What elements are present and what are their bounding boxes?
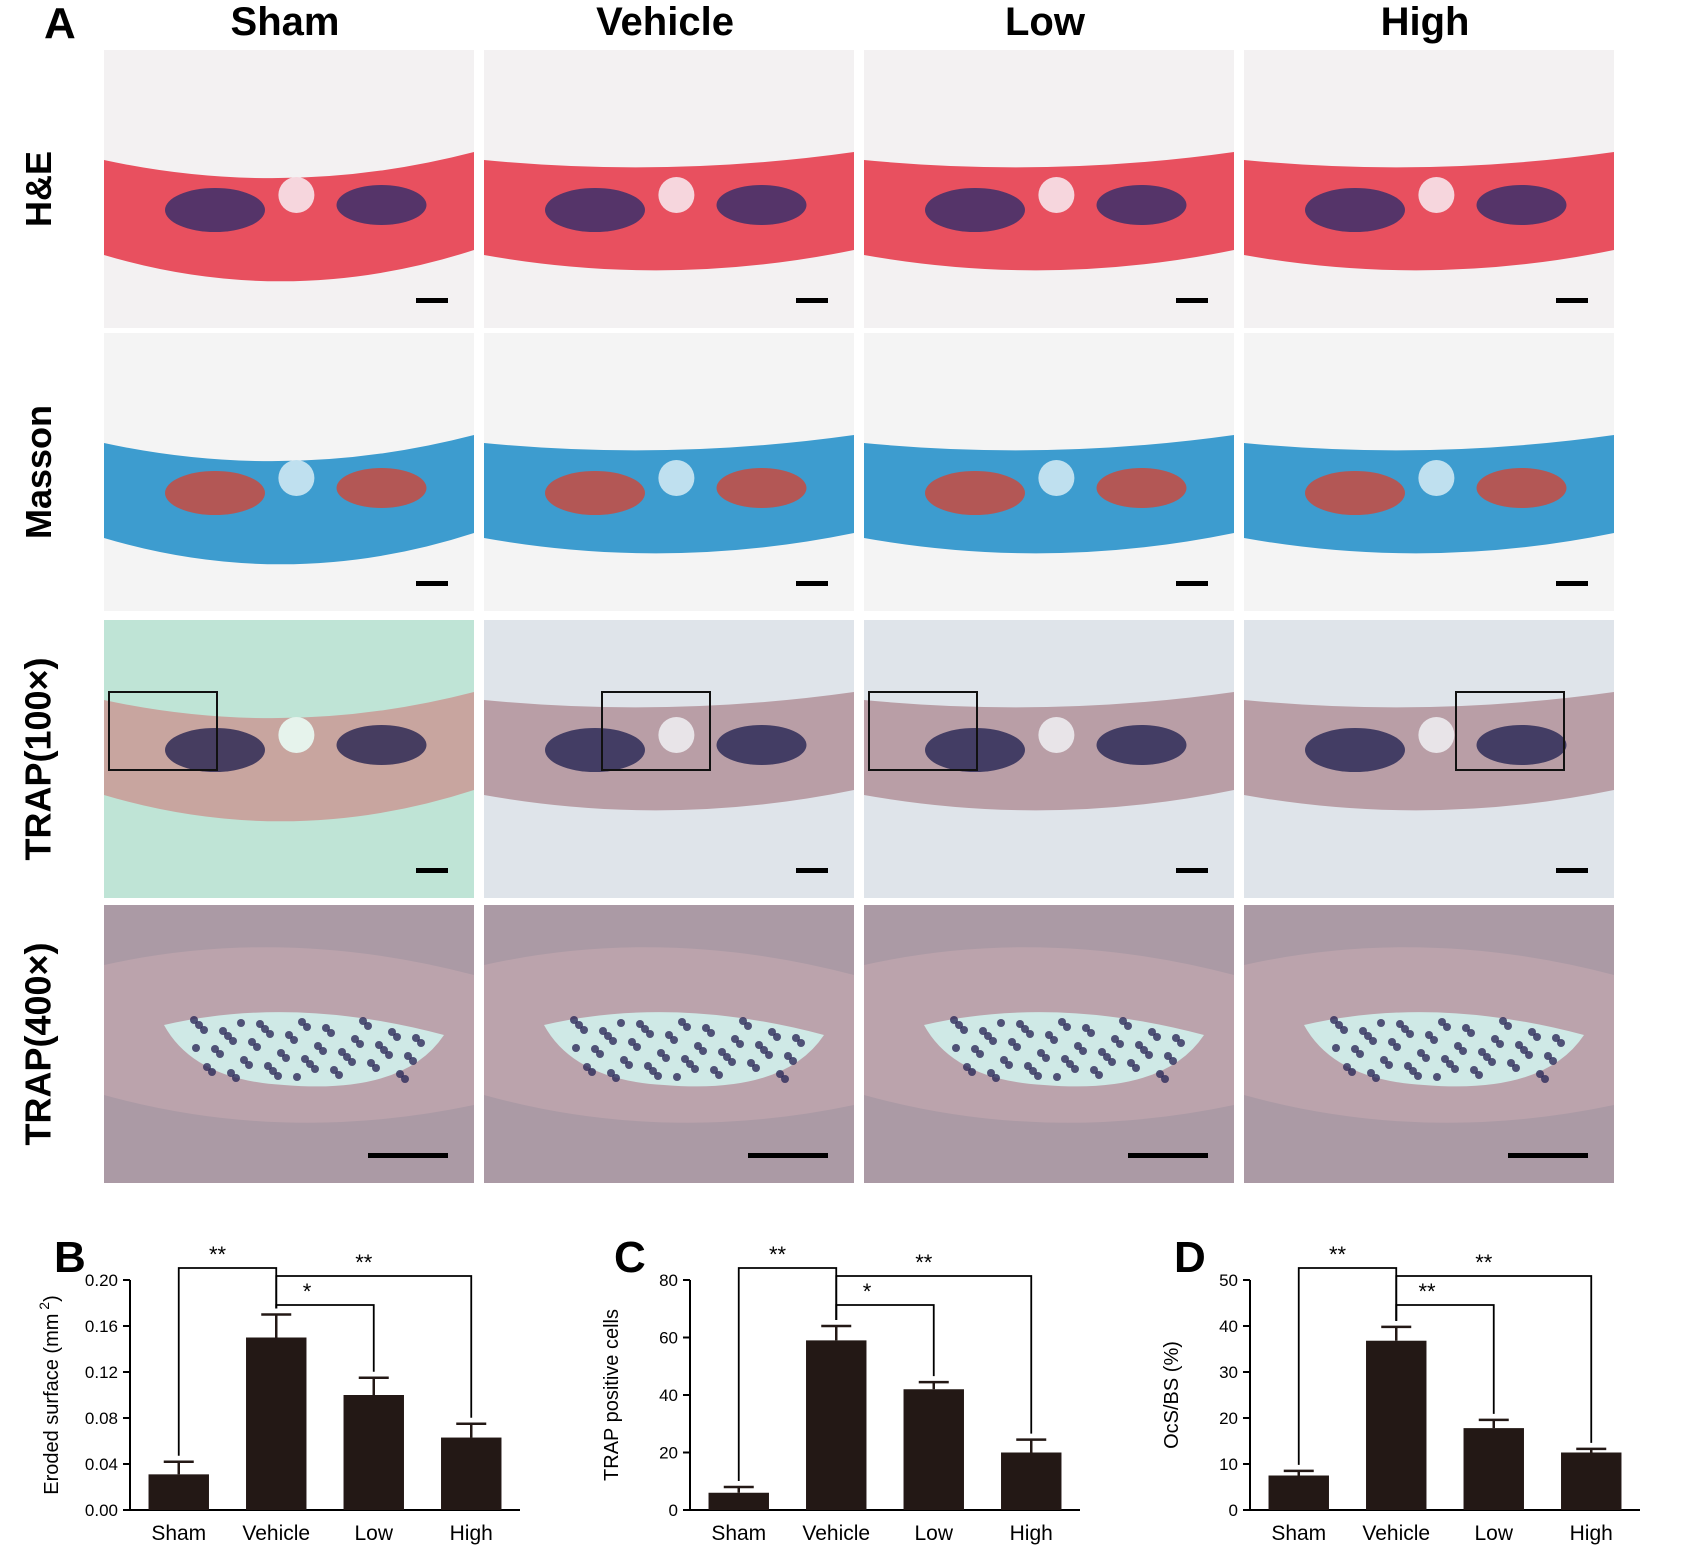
micrograph-he-low	[864, 50, 1234, 328]
significance-bracket: **	[1395, 1250, 1593, 1443]
panel-letter-c: C	[614, 1233, 646, 1282]
micrograph-he-high	[1244, 50, 1614, 328]
row-label-trap-100x: TRAP(100×)	[18, 657, 59, 861]
bar-low	[1463, 1428, 1524, 1510]
row-label-he: H&E	[18, 150, 60, 228]
y-tick-label: 0.00	[85, 1501, 118, 1520]
row-label-masson: Masson	[18, 404, 60, 540]
y-tick-label: 80	[659, 1271, 678, 1290]
bar-low	[903, 1389, 964, 1510]
chart-eroded-surface: B 0.00 0.04 0.08 0.12 0.16 0.20 Eroded surface …	[36, 1233, 520, 1545]
significance-label: **	[1475, 1250, 1493, 1275]
x-tick-label-sham: Sham	[1271, 1522, 1326, 1545]
y-tick-label: 0.20	[85, 1271, 118, 1290]
y-axis-label: TRAP positive cells	[601, 1309, 623, 1481]
micrograph-trap100-vehicle	[484, 620, 854, 898]
bar-low	[343, 1395, 404, 1510]
bar-high	[441, 1437, 502, 1510]
bar-sham	[148, 1474, 209, 1510]
micrograph-trap100-high	[1244, 620, 1614, 898]
y-tick-label: 40	[659, 1386, 678, 1405]
micrograph-masson-sham	[104, 333, 474, 611]
micrograph-trap400-sham	[104, 905, 474, 1183]
x-tick-label-high: High	[1010, 1522, 1053, 1545]
y-tick-label: 50	[1219, 1271, 1238, 1290]
bar-sham	[1268, 1475, 1329, 1510]
x-tick-label-low: Low	[1474, 1522, 1513, 1545]
y-tick-label: 0	[1229, 1501, 1238, 1520]
micrograph-trap100-sham	[104, 620, 474, 898]
row-label-trap-400x: TRAP(400×)	[18, 942, 59, 1146]
y-tick-label: 0.12	[85, 1363, 118, 1382]
micrograph-he-vehicle	[484, 50, 854, 328]
y-tick-label: 60	[659, 1329, 678, 1348]
x-tick-label-vehicle: Vehicle	[1362, 1522, 1430, 1545]
micrograph-masson-low	[864, 333, 1234, 611]
y-tick-label: 20	[1219, 1409, 1238, 1428]
x-tick-label-vehicle: Vehicle	[802, 1522, 870, 1545]
column-title-high: High	[1380, 0, 1470, 44]
significance-label: **	[209, 1242, 227, 1267]
y-tick-label: 0.16	[85, 1317, 118, 1336]
micrograph-trap400-low	[864, 905, 1234, 1183]
significance-bracket: **	[835, 1250, 1033, 1434]
micrograph-trap400-high	[1244, 905, 1614, 1183]
x-tick-label-high: High	[450, 1522, 493, 1545]
panel-letter-a: A	[44, 0, 76, 48]
micrograph-trap400-vehicle	[484, 905, 854, 1183]
significance-label: **	[1329, 1242, 1347, 1267]
x-tick-label-low: Low	[914, 1522, 953, 1545]
micrograph-trap100-low	[864, 620, 1234, 898]
y-tick-label: 0.08	[85, 1409, 118, 1428]
panel-letter-b: B	[54, 1233, 86, 1282]
chart-ocs-bs: D 0 10 20 30 40 50 OcS/BS (%) Sham Vehicle Low High…	[1161, 1233, 1640, 1545]
bar-vehicle	[246, 1337, 307, 1510]
x-tick-label-vehicle: Vehicle	[242, 1522, 310, 1545]
significance-label: **	[915, 1250, 933, 1275]
y-tick-label: 20	[659, 1444, 678, 1463]
y-tick-label: 0	[669, 1501, 678, 1520]
y-axis-label: Eroded surface (mm 2)	[36, 1295, 63, 1495]
panel-letter-d: D	[1174, 1233, 1206, 1282]
column-title-vehicle: Vehicle	[596, 0, 734, 44]
bar-high	[1001, 1452, 1062, 1510]
y-tick-label: 10	[1219, 1455, 1238, 1474]
column-title-low: Low	[1005, 0, 1085, 44]
bar-sham	[708, 1492, 769, 1510]
micrograph-he-sham	[104, 50, 474, 328]
significance-label: **	[355, 1250, 373, 1275]
micrograph-masson-high	[1244, 333, 1614, 611]
significance-label: *	[303, 1279, 312, 1304]
micrograph-masson-vehicle	[484, 333, 854, 611]
x-tick-label-low: Low	[354, 1522, 393, 1545]
x-tick-label-sham: Sham	[151, 1522, 206, 1545]
bar-high	[1561, 1452, 1622, 1510]
significance-label: **	[769, 1242, 787, 1267]
y-tick-label: 30	[1219, 1363, 1238, 1382]
y-axis-label: OcS/BS (%)	[1161, 1341, 1183, 1449]
bar-vehicle	[806, 1340, 867, 1510]
column-title-sham: Sham	[230, 0, 340, 44]
y-tick-label: 0.04	[85, 1455, 118, 1474]
x-tick-label-sham: Sham	[711, 1522, 766, 1545]
x-tick-label-high: High	[1570, 1522, 1613, 1545]
significance-label: **	[1418, 1279, 1436, 1304]
y-tick-label: 40	[1219, 1317, 1238, 1336]
chart-trap-positive-cells: C 0 20 40 60 80 TRAP positive cells Sham Vehicle…	[601, 1233, 1080, 1545]
significance-label: *	[863, 1279, 872, 1304]
significance-bracket: **	[275, 1250, 473, 1418]
bar-vehicle	[1366, 1340, 1427, 1510]
